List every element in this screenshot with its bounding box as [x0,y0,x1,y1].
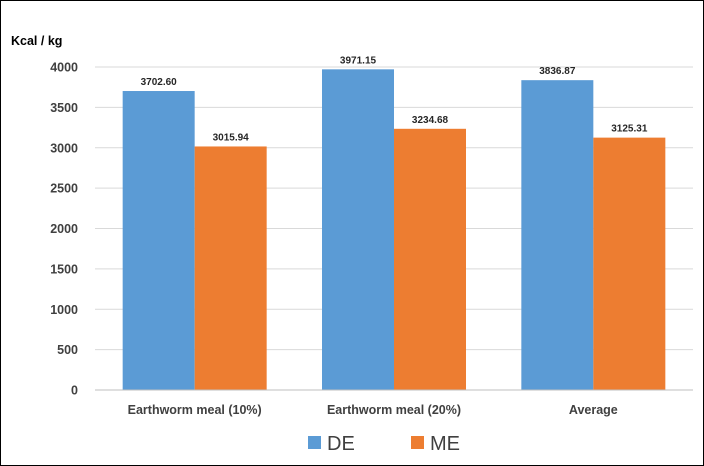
bars [122,69,666,391]
legend-label-me: ME [430,433,460,455]
y-tick-label: 4000 [50,61,78,75]
bar-de-2 [521,80,594,391]
data-label: 3836.87 [539,66,576,77]
bar-me-1 [394,128,466,390]
data-label: 3971.15 [340,55,377,66]
y-axis-label: Kcal / kg [11,34,62,48]
data-label: 3234.68 [412,115,449,126]
y-tick-label: 0 [71,384,78,398]
legend-label-de: DE [327,433,355,455]
y-tick-label: 500 [57,343,78,357]
data-labels: 3702.60 3015.94 3971.15 3234.68 3836.87 3125.… [141,55,648,143]
x-category-label: Earthworm meal (20%) [327,403,461,417]
data-label: 3702.60 [141,77,178,88]
y-tick-label: 3000 [50,141,78,155]
data-label: 3015.94 [213,132,250,143]
y-axis-ticks: 0 500 1000 1500 2000 2500 3000 3500 4000 [50,61,78,398]
legend-swatch-de [308,436,321,449]
y-tick-label: 2000 [50,222,78,236]
y-tick-label: 1500 [50,262,78,276]
x-category-label: Average [569,403,618,417]
legend: DE ME [308,433,460,455]
y-tick-label: 3500 [50,101,78,115]
legend-swatch-me [411,436,424,449]
x-axis-categories: Earthworm meal (10%) Earthworm meal (20%)… [128,403,618,417]
y-tick-label: 1000 [50,303,78,317]
bar-me-2 [593,137,666,390]
x-category-label: Earthworm meal (10%) [128,403,262,417]
y-tick-label: 2500 [50,182,78,196]
bar-de-0 [122,91,195,391]
data-label: 3125.31 [611,124,648,135]
bar-de-1 [322,69,394,390]
bar-me-0 [194,146,267,390]
